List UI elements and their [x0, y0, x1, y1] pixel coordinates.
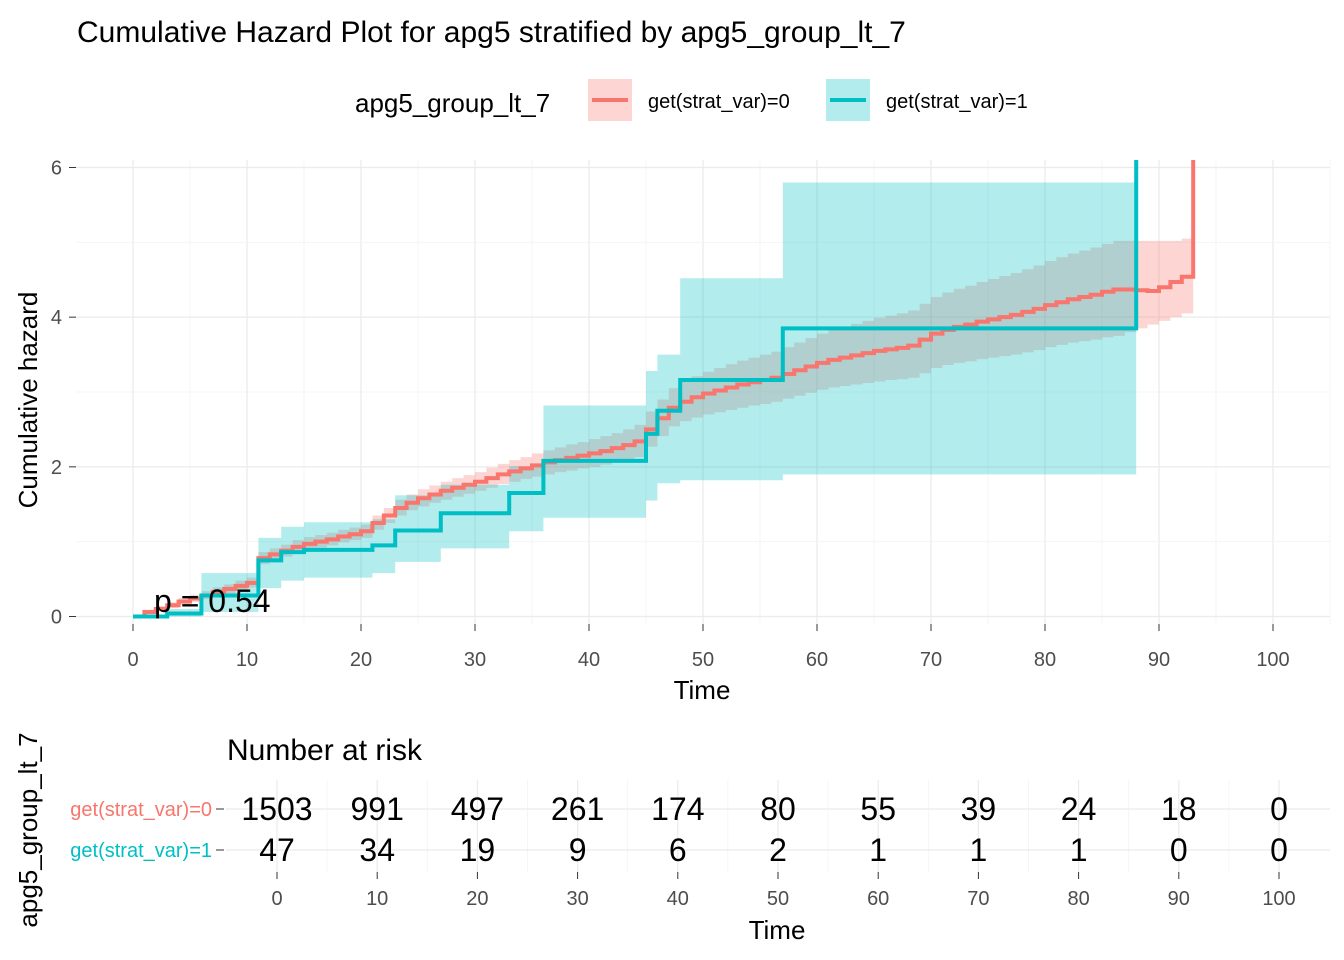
risk-value: 1: [869, 832, 887, 868]
y-tick-label: 6: [51, 157, 62, 179]
hazard-curves: [133, 160, 1196, 619]
risk-table-values: 1503 991 497 261 174 80 55 39 24 18 0 47 34 19 9 6 2 1 1 1 0…: [241, 791, 1287, 868]
risk-table-row-labels: get(strat_var)=0 get(strat_var)=1: [70, 799, 224, 862]
legend-label-series-0: get(strat_var)=0: [648, 91, 790, 113]
legend-title: apg5_group_lt_7: [355, 88, 550, 118]
risk-value: 47: [259, 832, 295, 868]
hazard-line-series-0: [133, 160, 1196, 619]
risk-value: 80: [760, 791, 796, 827]
x-tick-label: 40: [578, 649, 600, 671]
risk-x-tick-label: 10: [366, 888, 388, 910]
risk-x-tick-label: 40: [667, 888, 689, 910]
legend-label-series-1: get(strat_var)=1: [886, 91, 1028, 113]
hazard-line-series-1: [133, 160, 1139, 619]
risk-value: 261: [551, 791, 604, 827]
x-tick-label: 70: [920, 649, 942, 671]
y-tick-label: 0: [51, 607, 62, 629]
risk-row-label: get(strat_var)=0: [70, 799, 212, 821]
risk-table-title: Number at risk: [227, 734, 423, 767]
hazard-plot-panel: 0 2 4 6 0 10 20 30 40 50 60 70 80 90 100 p = 0.54 Tim…: [13, 157, 1331, 705]
risk-x-tick-label: 50: [767, 888, 789, 910]
risk-value: 0: [1270, 791, 1288, 827]
risk-table: Number at risk get(strat_var)=0get(strat…: [13, 732, 1330, 945]
risk-x-tick-label: 60: [867, 888, 889, 910]
risk-x-tick-label: 70: [967, 888, 989, 910]
x-tick-label: 90: [1148, 649, 1170, 671]
risk-x-tick-label: 100: [1262, 888, 1295, 910]
y-axis-ticks: 0 2 4 6: [51, 157, 76, 629]
risk-value: 174: [651, 791, 704, 827]
risk-value: 39: [961, 791, 997, 827]
risk-x-tick-label: 90: [1168, 888, 1190, 910]
x-tick-label: 20: [350, 649, 372, 671]
x-tick-label: 30: [464, 649, 486, 671]
confidence-band-series-1: [133, 182, 1137, 617]
x-axis-ticks: 0 10 20 30 40 50 60 70 80 90 100: [127, 624, 1290, 671]
x-tick-label: 50: [692, 649, 714, 671]
x-tick-label: 80: [1034, 649, 1056, 671]
risk-table-x-axis-title: Time: [749, 915, 806, 945]
x-axis-title: Time: [674, 675, 731, 705]
risk-value: 19: [460, 832, 496, 868]
risk-value: 24: [1061, 791, 1097, 827]
risk-value: 18: [1161, 791, 1197, 827]
risk-table-grid: [226, 780, 1330, 872]
risk-value: 6: [669, 832, 687, 868]
x-tick-label: 10: [236, 649, 258, 671]
risk-x-tick-label: 0: [271, 888, 282, 910]
risk-value: 2: [769, 832, 787, 868]
grid: [76, 160, 1331, 624]
risk-value: 991: [351, 791, 404, 827]
risk-row-label: get(strat_var)=1: [70, 840, 212, 862]
legend: apg5_group_lt_7 get(strat_var)=0 get(str…: [355, 79, 1028, 121]
risk-value: 9: [569, 832, 587, 868]
y-tick-label: 4: [51, 307, 62, 329]
risk-table-x-ticks: 0 10 20 30 40 50 60 70 80 90 100: [271, 872, 1296, 910]
risk-value: 1503: [241, 791, 312, 827]
y-tick-label: 2: [51, 457, 62, 479]
risk-value: 1: [1070, 832, 1088, 868]
risk-value: 0: [1170, 832, 1188, 868]
confidence-bands: [133, 182, 1194, 617]
risk-x-tick-label: 30: [566, 888, 588, 910]
y-axis-title: Cumulative hazard: [13, 292, 43, 509]
plot-title: Cumulative Hazard Plot for apg5 stratifi…: [77, 16, 906, 49]
p-value-annotation: p = 0.54: [154, 583, 271, 619]
risk-value: 0: [1270, 832, 1288, 868]
x-tick-label: 60: [806, 649, 828, 671]
risk-value: 497: [451, 791, 504, 827]
risk-x-tick-label: 20: [466, 888, 488, 910]
risk-table-y-axis-title: apg5_group_lt_7: [13, 732, 43, 927]
risk-x-tick-label: 80: [1067, 888, 1089, 910]
risk-value: 34: [359, 832, 395, 868]
risk-value: 55: [860, 791, 896, 827]
risk-value: 1: [970, 832, 988, 868]
confidence-band-series-0: [133, 238, 1194, 617]
x-tick-label: 100: [1256, 649, 1289, 671]
x-tick-label: 0: [127, 649, 138, 671]
